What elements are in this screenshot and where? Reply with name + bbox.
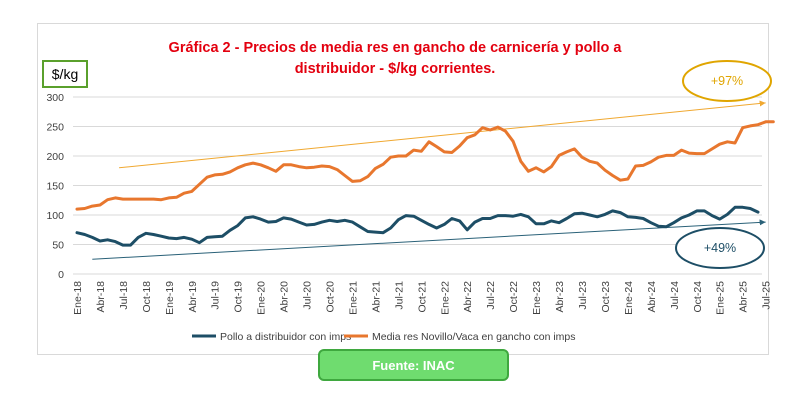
source-badge: Fuente: INAC: [318, 349, 509, 381]
x-tick-label: Jul-24: [669, 281, 681, 310]
x-tick-label: Ene-25: [715, 281, 727, 315]
chart-title: Gráfica 2 - Precios de media res en ganc…: [168, 40, 622, 77]
x-tick-label: Abr-23: [554, 281, 566, 313]
x-tick-label: Oct-18: [141, 281, 153, 313]
x-tick-label: Oct-21: [416, 281, 428, 313]
y-tick-label: 150: [46, 181, 64, 193]
y-tick-label: 100: [46, 210, 64, 222]
y-tick-label: 50: [52, 240, 64, 252]
x-tick-label: Abr-19: [187, 281, 199, 313]
series-line-media-res: [75, 120, 775, 211]
x-tick-label: Jul-19: [210, 281, 222, 310]
x-tick-label: Abr-24: [646, 281, 658, 313]
x-tick-label: Abr-22: [462, 281, 474, 313]
chart-frame: [37, 23, 769, 355]
x-tick-label: Jul-18: [118, 281, 130, 310]
x-tick-label: Jul-23: [577, 281, 589, 310]
x-tick-label: Ene-21: [347, 281, 359, 315]
x-tick-label: Jul-25: [761, 281, 773, 310]
x-tick-label: Ene-19: [164, 281, 176, 315]
x-tick-label: Abr-20: [279, 281, 291, 313]
x-tick-label: Ene-23: [531, 281, 543, 315]
x-tick-label: Ene-22: [439, 281, 451, 315]
x-tick-label: Oct-19: [233, 281, 245, 313]
legend-label: Media res Novillo/Vaca en gancho con imp…: [372, 331, 576, 343]
x-tick-label: Abr-18: [95, 281, 107, 313]
x-tick-label: Jul-21: [393, 281, 405, 310]
y-tick-label: 0: [58, 269, 64, 281]
x-tick-label: Oct-22: [508, 281, 520, 313]
y-tick-label: 200: [46, 151, 64, 163]
x-tick-label: Abr-25: [738, 281, 750, 313]
unit-label: $/kg: [42, 60, 88, 88]
x-tick-label: Jul-22: [485, 281, 497, 310]
x-tick-label: Abr-21: [370, 281, 382, 313]
trend-arrow: [119, 100, 766, 169]
x-tick-label: Ene-20: [256, 281, 268, 315]
x-tick-label: Oct-23: [600, 281, 612, 313]
y-tick-label: 300: [46, 92, 64, 104]
x-tick-label: Oct-24: [692, 281, 704, 313]
series-line-pollo: [75, 205, 760, 247]
legend-label: Pollo a distribuidor con imps: [220, 331, 351, 343]
annotation-label: +97%: [711, 74, 743, 88]
annotation-bubble: [682, 60, 772, 102]
annotation-bubble: [675, 227, 765, 269]
x-tick-label: Ene-18: [72, 281, 84, 315]
x-tick-label: Jul-20: [302, 281, 314, 310]
trend-arrow: [92, 219, 766, 260]
y-tick-label: 250: [46, 122, 64, 134]
annotation-label: +49%: [704, 241, 736, 255]
x-tick-label: Oct-20: [325, 281, 337, 313]
x-tick-label: Ene-24: [623, 281, 635, 315]
